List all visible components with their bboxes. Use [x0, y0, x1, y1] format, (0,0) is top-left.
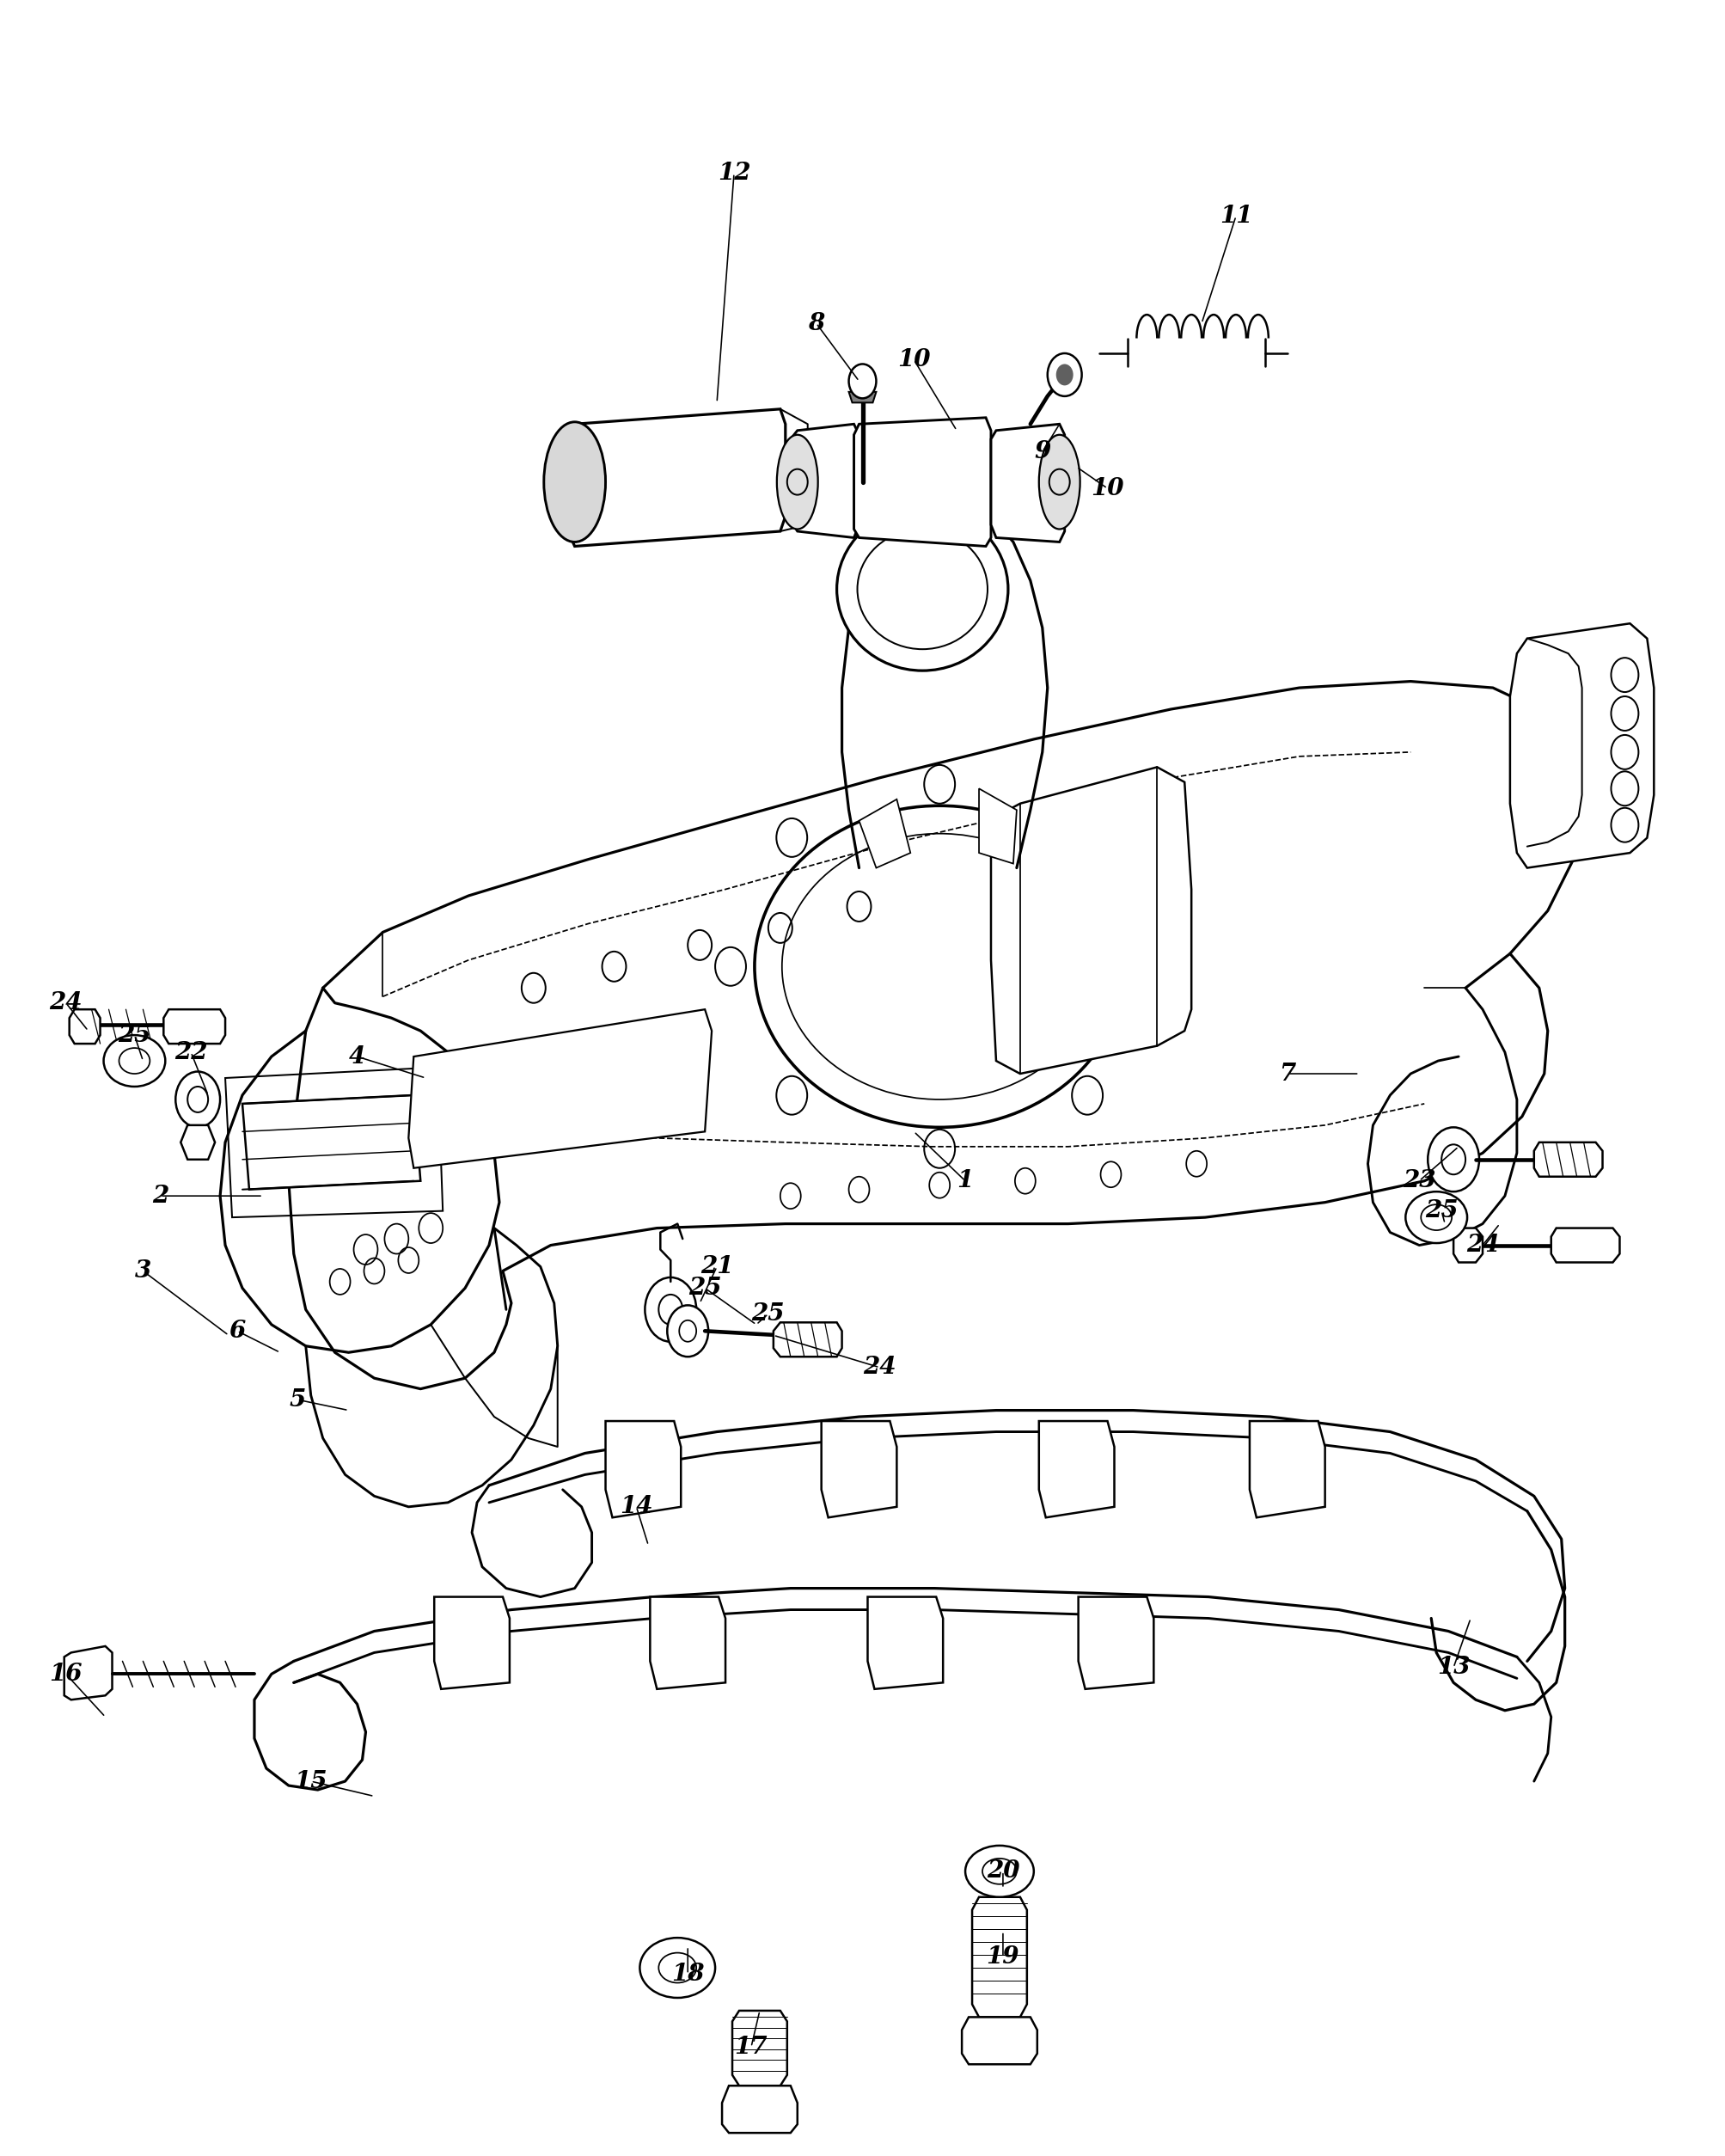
- Text: 17: 17: [735, 2035, 768, 2059]
- Text: 13: 13: [1437, 1656, 1470, 1680]
- Ellipse shape: [1406, 1192, 1468, 1244]
- Text: 11: 11: [1220, 205, 1252, 229]
- Text: 10: 10: [897, 347, 930, 371]
- Polygon shape: [1249, 1421, 1325, 1518]
- Ellipse shape: [640, 1938, 716, 1999]
- Text: 6: 6: [229, 1319, 245, 1343]
- Polygon shape: [854, 418, 990, 545]
- Polygon shape: [733, 2012, 787, 2085]
- Polygon shape: [990, 425, 1064, 541]
- Polygon shape: [821, 1421, 897, 1518]
- Circle shape: [1047, 354, 1082, 397]
- Text: 4: 4: [348, 1046, 366, 1067]
- Text: 24: 24: [862, 1356, 897, 1380]
- Polygon shape: [164, 1009, 226, 1044]
- Polygon shape: [790, 425, 859, 537]
- Text: 25: 25: [688, 1276, 721, 1300]
- Ellipse shape: [104, 1035, 166, 1087]
- Text: 5: 5: [288, 1388, 305, 1412]
- Text: 15: 15: [295, 1770, 328, 1794]
- Polygon shape: [1454, 1229, 1482, 1263]
- Text: 22: 22: [174, 1041, 207, 1063]
- Ellipse shape: [966, 1846, 1033, 1897]
- Text: 16: 16: [50, 1662, 83, 1686]
- Polygon shape: [435, 1598, 509, 1688]
- Circle shape: [1056, 364, 1073, 386]
- Polygon shape: [605, 1421, 681, 1518]
- Text: 3: 3: [135, 1259, 152, 1283]
- Text: 2: 2: [152, 1184, 169, 1207]
- Polygon shape: [849, 392, 876, 403]
- Text: 9: 9: [1033, 440, 1051, 464]
- Polygon shape: [1038, 1421, 1114, 1518]
- Text: 12: 12: [718, 162, 750, 185]
- Polygon shape: [1551, 1229, 1620, 1263]
- Text: 25: 25: [117, 1024, 152, 1046]
- Ellipse shape: [1428, 1128, 1480, 1192]
- Text: 23: 23: [1402, 1169, 1435, 1192]
- Polygon shape: [963, 2018, 1037, 2063]
- Polygon shape: [973, 1897, 1026, 2018]
- Polygon shape: [69, 1009, 100, 1044]
- Polygon shape: [1509, 623, 1654, 869]
- Text: 1: 1: [957, 1169, 973, 1192]
- Text: 20: 20: [987, 1861, 1019, 1882]
- Polygon shape: [1078, 1598, 1154, 1688]
- Polygon shape: [650, 1598, 726, 1688]
- Text: 21: 21: [700, 1255, 733, 1279]
- Polygon shape: [868, 1598, 944, 1688]
- Polygon shape: [773, 1322, 842, 1356]
- Text: 24: 24: [1466, 1233, 1499, 1257]
- Text: 25: 25: [1425, 1199, 1458, 1222]
- Circle shape: [849, 364, 876, 399]
- Text: 18: 18: [671, 1962, 704, 1986]
- Text: 25: 25: [752, 1302, 785, 1326]
- Text: 8: 8: [807, 313, 825, 334]
- Polygon shape: [859, 800, 911, 869]
- Polygon shape: [409, 1009, 712, 1169]
- Text: 10: 10: [1090, 476, 1125, 500]
- Ellipse shape: [668, 1304, 709, 1356]
- Polygon shape: [980, 789, 1016, 865]
- Polygon shape: [243, 1095, 421, 1190]
- Text: 19: 19: [987, 1945, 1019, 1968]
- Ellipse shape: [645, 1276, 697, 1341]
- Polygon shape: [181, 1125, 216, 1160]
- Ellipse shape: [837, 507, 1007, 671]
- Polygon shape: [64, 1647, 112, 1699]
- Ellipse shape: [176, 1072, 221, 1128]
- Text: 14: 14: [619, 1496, 654, 1518]
- Ellipse shape: [776, 436, 818, 528]
- Polygon shape: [568, 410, 785, 545]
- Ellipse shape: [1038, 436, 1080, 528]
- Polygon shape: [1534, 1143, 1603, 1177]
- Text: 7: 7: [1278, 1063, 1295, 1084]
- Ellipse shape: [543, 423, 605, 541]
- Text: 24: 24: [50, 992, 83, 1015]
- Polygon shape: [723, 2085, 797, 2132]
- Polygon shape: [990, 768, 1192, 1074]
